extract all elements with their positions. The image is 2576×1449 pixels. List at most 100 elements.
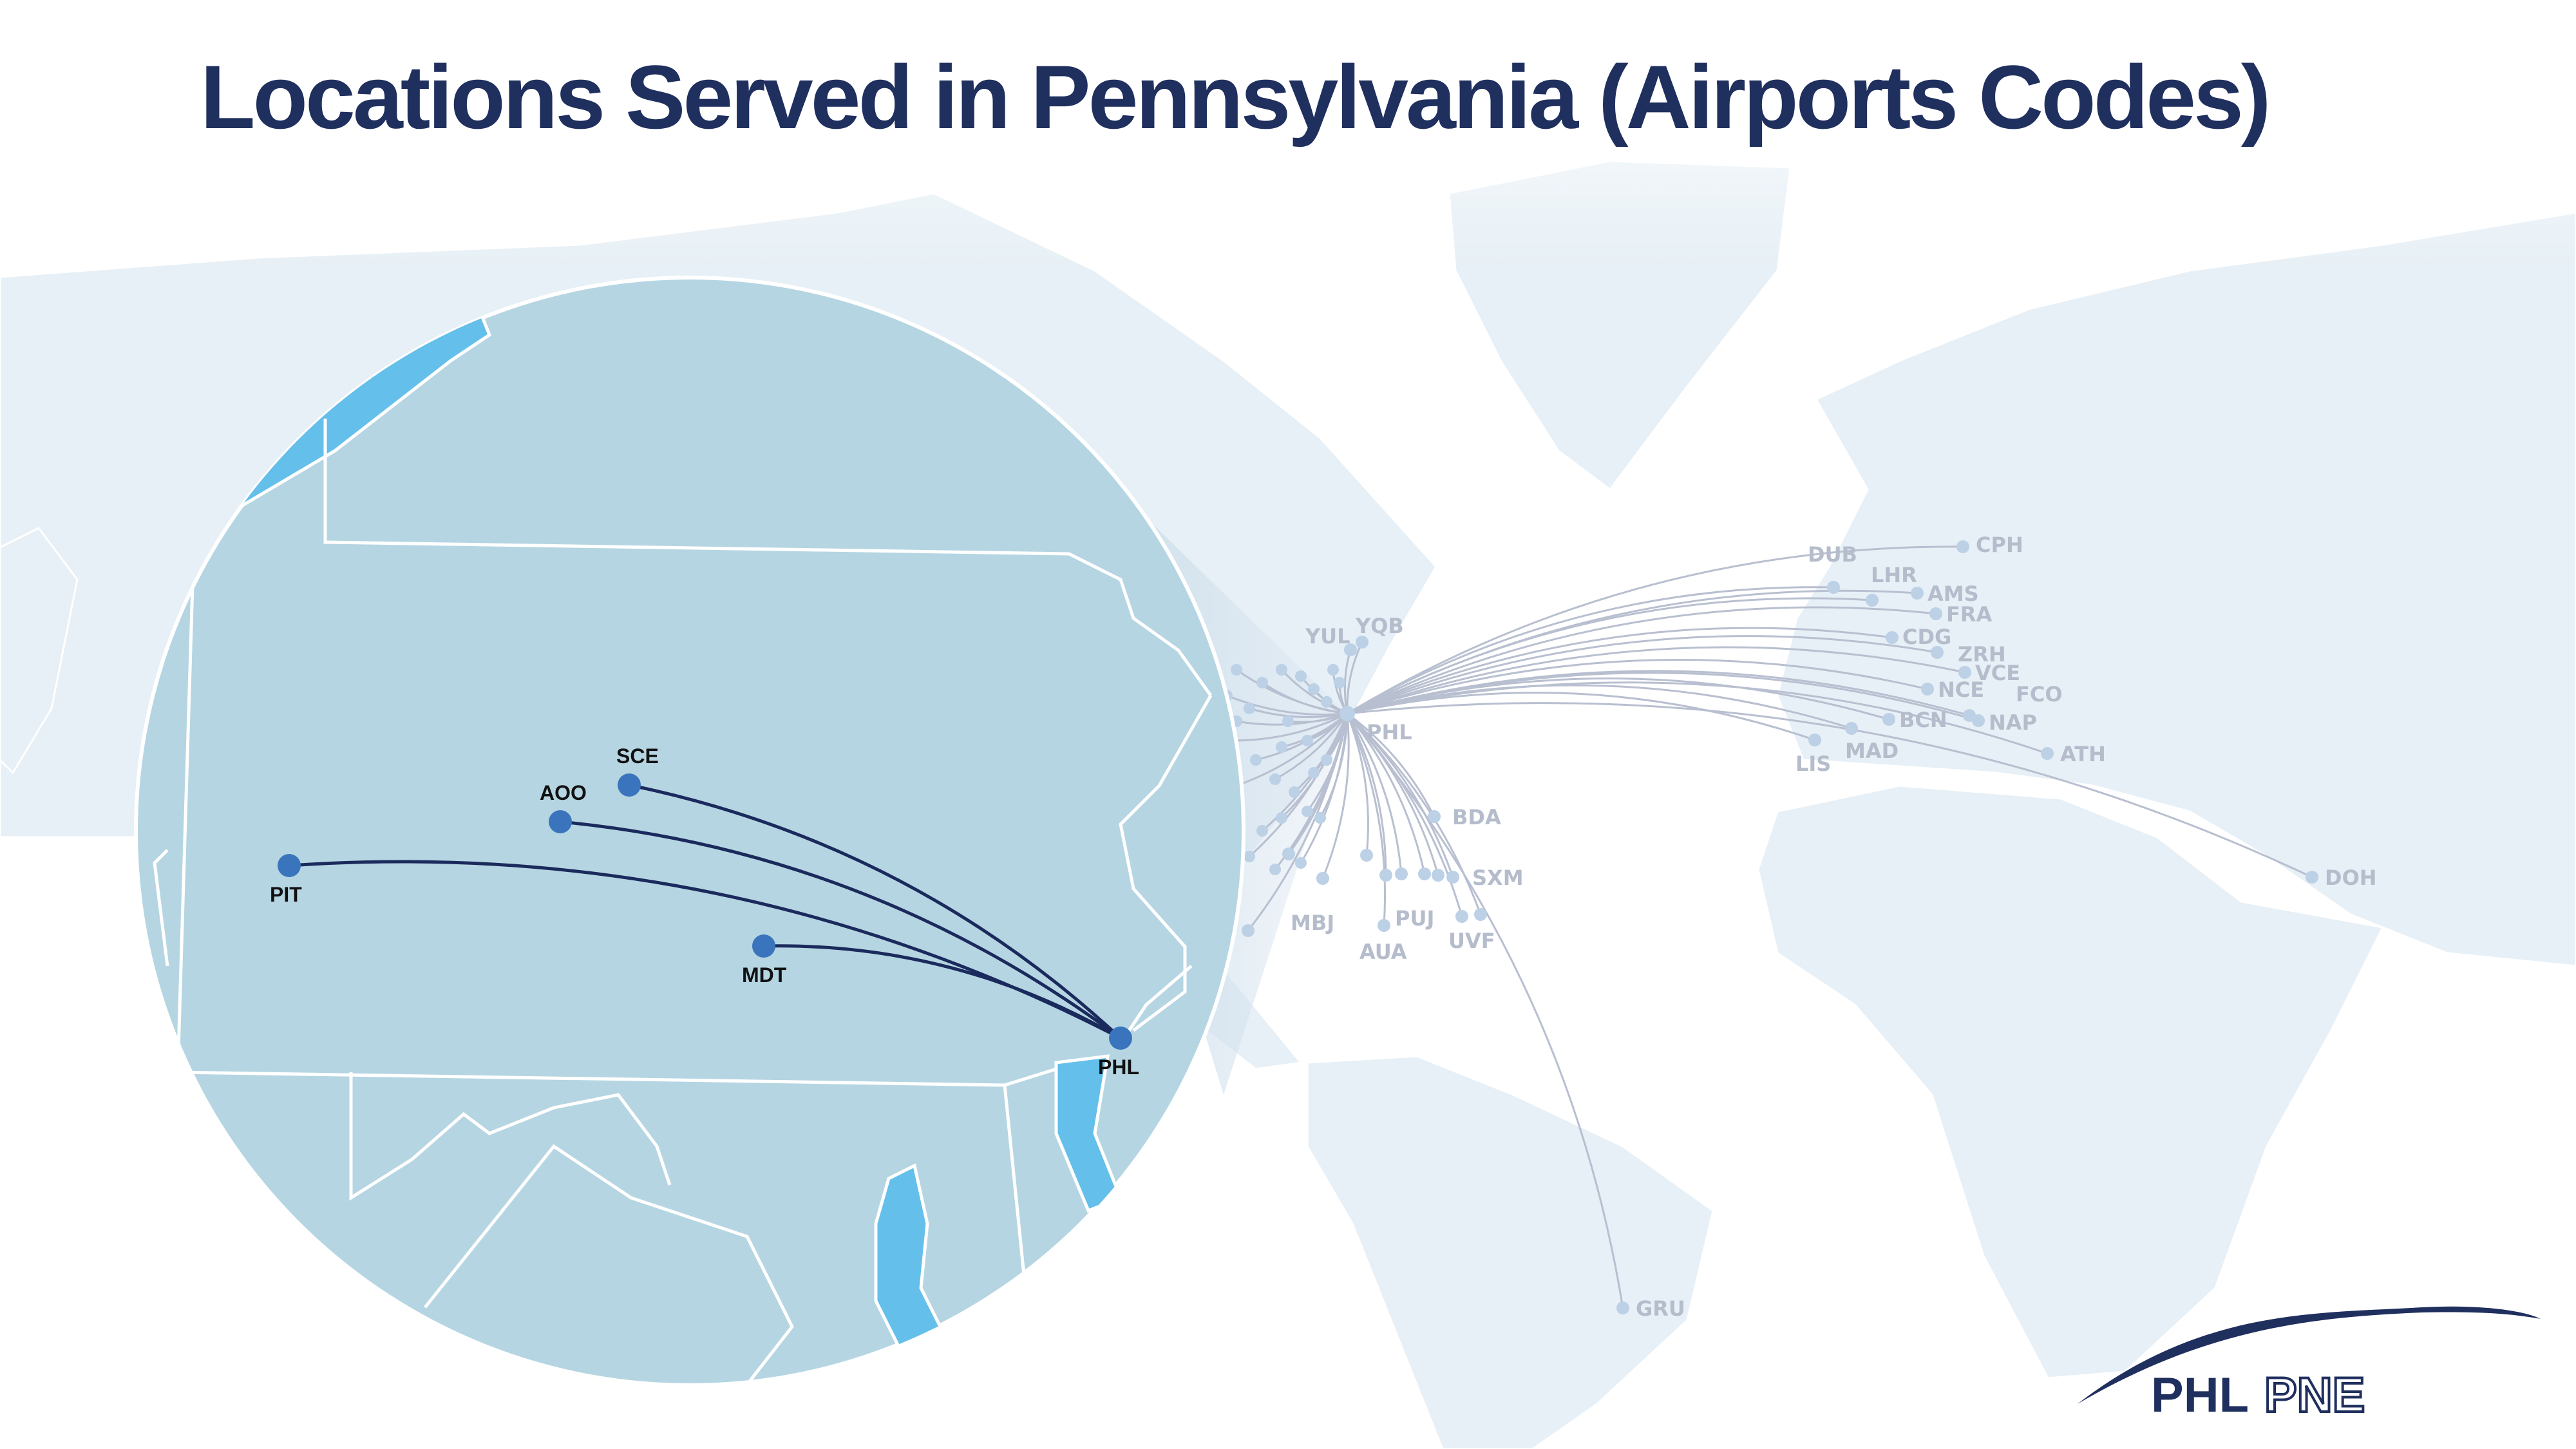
delaware-river: [1119, 694, 1213, 1032]
route-line-fra: [1347, 606, 1937, 715]
route-line: [1281, 712, 1348, 748]
airport-dot: [1455, 910, 1468, 923]
airport-dot-aua: [1378, 919, 1390, 932]
route-line-mbj: [1321, 713, 1350, 879]
pennsylvania-inset: SCE AOO PIT MDT PHL: [134, 276, 1245, 1387]
airport-dot: [1321, 696, 1332, 708]
airport-label-bda: BDA: [1452, 805, 1501, 829]
airport-dot-ams: [1911, 587, 1924, 600]
airport-dot: [1432, 869, 1444, 882]
logo-text-outline: PNE: [2264, 1368, 2365, 1423]
airport-dot: [1327, 664, 1339, 676]
airport-dot: [1276, 812, 1287, 824]
airport-dot: [1282, 715, 1294, 727]
airport-label-yul: YUL: [1305, 624, 1350, 649]
airport-dot: [1418, 867, 1431, 880]
airport-label-bcn: BCN: [1899, 708, 1947, 732]
airport-dot: [1269, 773, 1281, 785]
route-line-uvf: [1346, 712, 1482, 915]
inset-label-mdt: MDT: [742, 963, 787, 987]
airport-dot: [1302, 806, 1313, 817]
route-line: [1300, 713, 1349, 864]
airport-dot-cph: [1956, 540, 1969, 553]
airport-label-nce: NCE: [1938, 677, 1984, 702]
airport-label-lhr: LHR: [1871, 563, 1917, 587]
airport-dot-nce: [1921, 683, 1934, 696]
route-line-cph: [1347, 545, 1964, 715]
inset-dot-aoo: [549, 810, 572, 833]
route-line-bda: [1347, 712, 1435, 817]
route-line: [1346, 713, 1387, 876]
airport-dot: [1308, 767, 1320, 779]
inset-dot-mdt: [752, 934, 775, 958]
pa-west-border: [176, 542, 196, 1073]
pa-north-border: [323, 419, 1213, 697]
route-line-puj: [1346, 713, 1403, 875]
airport-dot-lhr: [1866, 594, 1879, 607]
airport-dot: [1242, 924, 1255, 937]
hub-label: PHL: [1367, 720, 1412, 744]
inset-circle: [134, 276, 1245, 1387]
route-line: [1226, 694, 1348, 716]
airport-dot-uvf: [1474, 908, 1487, 921]
route-line-vce: [1347, 646, 1965, 715]
airport-dot: [1360, 849, 1373, 862]
route-line: [1274, 713, 1349, 781]
inset-dots: SCE AOO PIT MDT PHL: [270, 744, 1139, 1079]
airport-label-fco: FCO: [2016, 682, 2063, 706]
airport-dot: [1256, 677, 1268, 688]
route-line: [1280, 668, 1348, 715]
airport-label-cdg: CDG: [1902, 625, 1951, 649]
route-line-zrh: [1347, 635, 1938, 715]
airport-dot: [1321, 754, 1332, 766]
inset-dot-sce: [618, 773, 641, 797]
airport-dot: [1282, 848, 1295, 860]
airport-dot: [1302, 735, 1313, 746]
airport-label-mad: MAD: [1845, 739, 1899, 763]
airport-dot-vce: [1958, 666, 1971, 679]
airport-dot-mad: [1845, 722, 1858, 735]
route-line-bcn: [1347, 677, 1889, 721]
airport-label-puj: PUJ: [1395, 906, 1434, 931]
airport-label-yqb: YQB: [1355, 614, 1404, 638]
airport-dot-ath: [2041, 747, 2054, 760]
logo-swoosh: [2078, 1306, 2541, 1404]
inset-dot-phl: [1109, 1027, 1132, 1050]
airport-label-ams: AMS: [1927, 582, 1979, 606]
airport-dot: [1269, 864, 1281, 875]
airport-dot-bda: [1428, 810, 1441, 823]
airport-dot-mbj: [1316, 872, 1329, 885]
page-title: Locations Served in Pennsylvania (Airpor…: [200, 46, 2271, 147]
route-line: [1247, 713, 1349, 931]
airport-label-vce: VCE: [1975, 661, 2020, 685]
africa: [1757, 784, 2385, 1379]
logo: PHL PNE: [2078, 1306, 2541, 1424]
route-line-cdg: [1347, 627, 1893, 715]
va-border: [424, 1144, 794, 1385]
airport-dot-sxm: [1446, 871, 1459, 884]
airport-dot: [1295, 857, 1307, 869]
airport-dot-gru: [1616, 1302, 1629, 1314]
airport-dot: [1314, 812, 1326, 824]
airport-dot-lis: [1808, 734, 1821, 746]
logo-text-bold: PHL: [2151, 1368, 2249, 1423]
de-border: [1003, 1084, 1026, 1276]
route-line-dub: [1347, 586, 1834, 715]
airport-dot: [1289, 786, 1300, 798]
inset-dot-pit: [278, 854, 301, 877]
airport-dot: [1276, 741, 1287, 753]
inset-label-phl: PHL: [1098, 1056, 1139, 1079]
airport-dot-fra: [1929, 607, 1942, 620]
airport-label-ath: ATH: [2060, 742, 2106, 766]
world-routes: [1226, 545, 2313, 1309]
route-line-yqb: [1346, 641, 1363, 714]
route-line: [1236, 668, 1348, 715]
route-line: [1249, 707, 1348, 719]
airport-label-mbj: MBJ: [1291, 911, 1334, 935]
inset-route-mdt: [763, 944, 1122, 1040]
airport-label-cph: CPH: [1976, 533, 2023, 557]
inset-label-pit: PIT: [270, 883, 302, 906]
hub-dot: [1340, 706, 1355, 721]
